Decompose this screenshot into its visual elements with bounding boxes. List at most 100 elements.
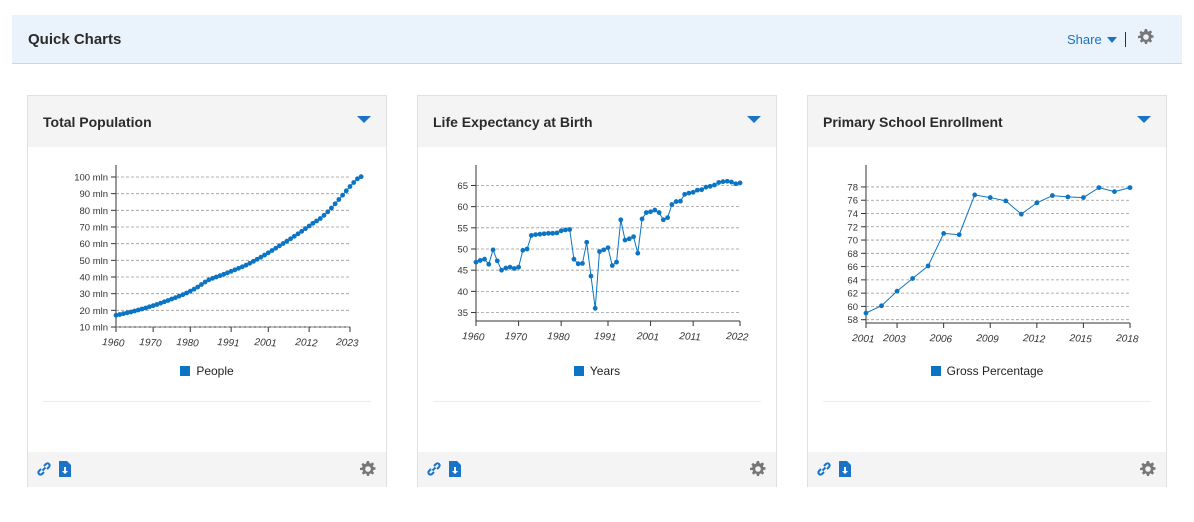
x-tick-label: 1970 (504, 331, 527, 344)
y-tick-label: 64 (847, 275, 858, 286)
data-point (154, 302, 160, 307)
data-point (592, 305, 598, 311)
link-icon[interactable] (36, 461, 52, 477)
data-point (247, 260, 253, 266)
link-icon[interactable] (426, 461, 442, 477)
chevron-down-icon[interactable] (1137, 116, 1151, 123)
y-tick-label: 60 (457, 202, 468, 213)
y-tick-label: 35 (457, 308, 468, 319)
chart-legend[interactable]: People (28, 364, 386, 378)
legend-swatch (930, 366, 941, 376)
data-point (987, 195, 993, 200)
data-point (695, 187, 700, 193)
data-point (1096, 185, 1102, 191)
x-tick-label: 2006 (928, 333, 952, 346)
data-point (243, 262, 249, 268)
data-point (477, 258, 483, 263)
x-tick-label: 1980 (176, 337, 199, 350)
x-tick-label: 2001 (851, 333, 875, 346)
download-icon[interactable] (57, 461, 73, 477)
x-tick-label: 2012 (294, 337, 318, 350)
x-tick-label: 2012 (1022, 333, 1046, 346)
y-tick-label: 50 mln (79, 256, 108, 267)
share-button[interactable]: Share (1067, 32, 1117, 47)
data-point (343, 188, 349, 194)
data-point (925, 263, 931, 269)
data-point (1065, 194, 1071, 200)
data-point (473, 259, 479, 265)
data-point (202, 279, 208, 285)
data-point (340, 192, 345, 198)
data-point (665, 215, 671, 221)
data-point (288, 236, 293, 242)
gear-icon[interactable] (1138, 29, 1154, 45)
page-title: Quick Charts (28, 31, 122, 48)
x-tick-label: 1991 (594, 331, 617, 344)
data-point (132, 308, 137, 314)
data-point (199, 282, 204, 287)
y-tick-label: 45 (457, 266, 468, 277)
x-tick-label: 2001 (253, 337, 277, 350)
data-point (618, 217, 624, 223)
data-point (306, 223, 312, 229)
data-point (147, 304, 152, 310)
data-point (563, 227, 568, 233)
data-point (347, 184, 353, 189)
gear-icon[interactable] (750, 461, 766, 477)
x-tick-label: 2009 (975, 333, 999, 346)
data-point (643, 210, 649, 215)
data-point (894, 288, 900, 294)
data-point (269, 248, 275, 253)
x-tick-label: 1991 (217, 337, 240, 350)
chevron-down-icon (1106, 36, 1117, 43)
y-tick-label: 60 (847, 302, 858, 313)
data-point (614, 259, 619, 265)
x-tick-label: 1960 (462, 331, 485, 344)
chart-legend[interactable]: Gross Percentage (808, 364, 1166, 378)
data-point (956, 232, 962, 238)
data-point (639, 216, 645, 222)
chevron-down-icon[interactable] (357, 116, 371, 123)
data-point (1112, 189, 1117, 194)
y-tick-label: 72 (847, 222, 858, 233)
data-point (712, 182, 717, 188)
share-label: Share (1067, 32, 1102, 47)
chevron-down-icon[interactable] (747, 116, 761, 123)
data-point (254, 256, 260, 262)
data-point (225, 270, 230, 276)
download-icon[interactable] (447, 461, 463, 477)
data-point (1003, 198, 1009, 204)
data-point (273, 245, 279, 251)
data-point (303, 226, 308, 232)
y-tick-label: 70 mln (79, 223, 108, 234)
data-point (277, 243, 282, 249)
card-title: Life Expectancy at Birth (433, 114, 593, 130)
data-point (575, 261, 581, 267)
divider (43, 401, 371, 402)
data-point (158, 300, 163, 306)
legend-swatch (573, 366, 584, 376)
gear-icon[interactable] (360, 461, 376, 477)
data-point (660, 217, 666, 223)
y-tick-label: 100 mln (74, 173, 108, 184)
y-tick-label: 10 mln (79, 323, 108, 334)
chart-legend[interactable]: Years (418, 364, 776, 378)
data-point (545, 230, 551, 236)
data-point (511, 266, 517, 271)
data-point (336, 197, 342, 202)
data-point (195, 284, 201, 290)
data-point (180, 292, 186, 298)
data-point (121, 311, 126, 317)
gear-icon[interactable] (1140, 461, 1156, 477)
data-point (139, 306, 145, 312)
data-point (1049, 193, 1055, 198)
link-icon[interactable] (816, 461, 832, 477)
download-icon[interactable] (837, 461, 853, 477)
x-tick-label: 1960 (102, 337, 125, 350)
y-tick-label: 40 mln (79, 273, 108, 284)
data-point (554, 230, 560, 236)
data-point (656, 210, 662, 215)
x-tick-label: 2011 (678, 331, 701, 344)
data-point (733, 181, 739, 187)
data-point (707, 183, 713, 189)
